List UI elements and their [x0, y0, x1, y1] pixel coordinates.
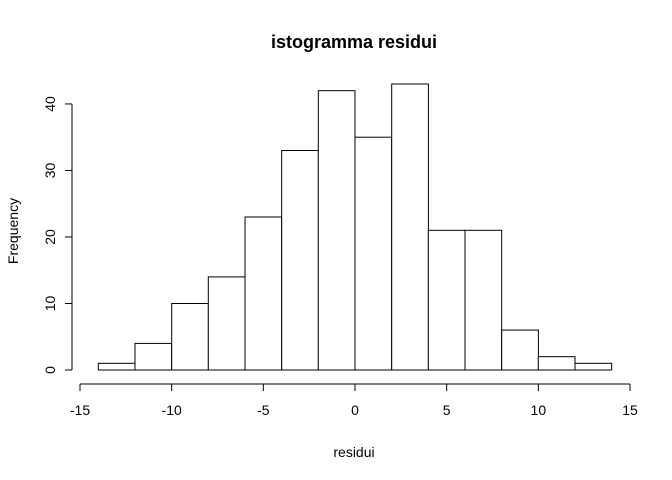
- y-axis-label: Frequency: [5, 198, 21, 264]
- histogram-bar: [317, 90, 356, 371]
- histogram-bar: [281, 150, 319, 371]
- y-tick-label: 0: [42, 366, 58, 374]
- x-tick-label: 15: [622, 402, 638, 418]
- histogram-bar: [501, 329, 539, 371]
- histogram-bar: [244, 216, 283, 371]
- histogram-bar: [574, 362, 613, 371]
- histogram-bar: [427, 229, 466, 371]
- x-tick-label: 0: [351, 402, 359, 418]
- histogram-bar: [134, 342, 173, 371]
- bars-group: [97, 83, 613, 371]
- chart-title: istogramma residui: [271, 32, 437, 52]
- histogram-bar: [97, 362, 136, 371]
- histogram-bar: [354, 136, 393, 371]
- x-tick-label: -5: [257, 402, 270, 418]
- y-tick-label: 20: [42, 229, 58, 245]
- x-tick-label: -10: [162, 402, 182, 418]
- x-axis-label: residui: [333, 444, 374, 460]
- x-tick-label: -15: [70, 402, 90, 418]
- x-tick-label: 5: [443, 402, 451, 418]
- y-axis: 0 10 20 30 40: [42, 96, 73, 374]
- y-tick-label: 30: [42, 162, 58, 178]
- x-tick-label: 10: [531, 402, 547, 418]
- y-tick-label: 10: [42, 295, 58, 311]
- histogram-bar: [537, 356, 576, 371]
- x-axis: -15 -10 -5 0 5 10 15: [70, 383, 638, 418]
- histogram-bar: [464, 229, 503, 371]
- histogram-bar: [207, 276, 246, 371]
- histogram-bar: [171, 303, 209, 371]
- y-tick-label: 40: [42, 96, 58, 112]
- histogram-bar: [391, 83, 429, 371]
